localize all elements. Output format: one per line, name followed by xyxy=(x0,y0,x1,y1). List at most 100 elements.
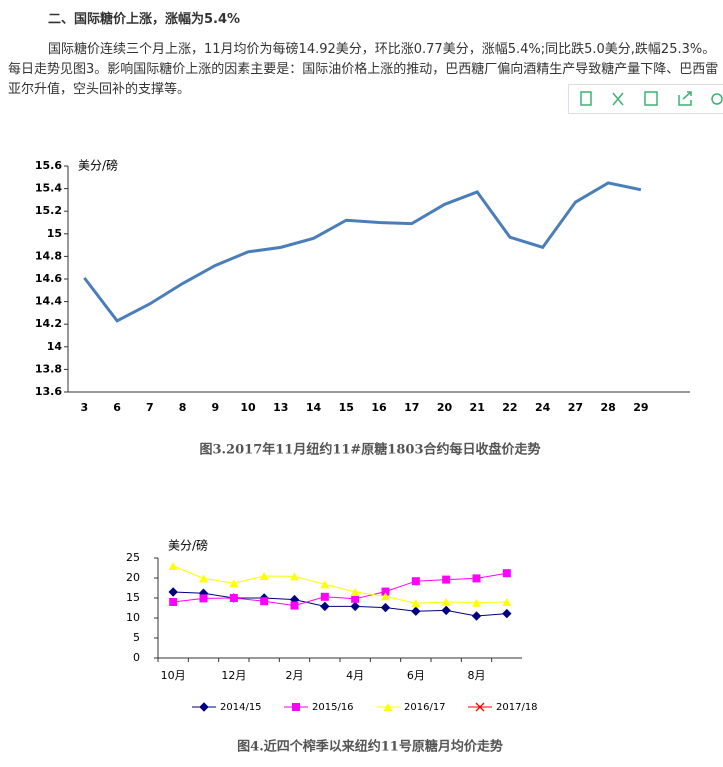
marker xyxy=(502,598,512,606)
chart-title: 图4.近四个榨季以来纽约11号原糖月均价走势 xyxy=(237,739,503,755)
marker xyxy=(199,574,208,583)
x-tick-label: 3 xyxy=(81,401,89,414)
x-tick-label: 4月 xyxy=(346,669,364,682)
marker xyxy=(350,588,360,596)
series-line xyxy=(173,591,507,617)
x-tick-label: 9 xyxy=(211,401,219,414)
marker xyxy=(320,601,330,612)
x-tick-label: 10 xyxy=(240,401,256,414)
x-tick-label: 8 xyxy=(179,401,187,414)
x-tick-label: 6月 xyxy=(407,669,425,682)
marker xyxy=(169,598,178,606)
marker xyxy=(351,594,360,603)
x-tick-label: 7 xyxy=(146,401,154,414)
fullscreen-icon[interactable] xyxy=(612,92,624,106)
y-tick-label: 5 xyxy=(133,631,140,644)
settings-icon[interactable] xyxy=(711,93,723,105)
marker xyxy=(411,606,421,616)
y-tick-label: 14.6 xyxy=(35,272,62,285)
marker xyxy=(259,572,269,580)
marker xyxy=(199,594,208,603)
marker xyxy=(383,703,393,711)
marker xyxy=(381,592,390,601)
x-tick-label: 6 xyxy=(113,401,121,414)
marker xyxy=(411,599,421,608)
copy-icon[interactable] xyxy=(580,91,592,106)
marker xyxy=(350,601,360,612)
series-line xyxy=(83,181,642,323)
y-axis-label: 美分/磅 xyxy=(78,158,118,173)
x-tick-label: 8月 xyxy=(468,669,486,682)
marker xyxy=(229,579,239,588)
y-tick-label: 14.4 xyxy=(35,295,62,308)
marker xyxy=(168,587,178,597)
x-tick-label: 15 xyxy=(339,401,354,414)
y-tick-label: 14.8 xyxy=(35,249,62,262)
y-tick-label: 14.2 xyxy=(35,317,62,330)
y-tick-label: 20 xyxy=(126,571,140,584)
series-line xyxy=(173,572,507,607)
x-tick-label: 2月 xyxy=(286,669,304,682)
heading: 二、国际糖价上涨，涨幅为5.4% xyxy=(48,12,241,27)
marker xyxy=(199,702,209,712)
marker xyxy=(168,562,178,570)
y-tick-label: 15 xyxy=(47,227,62,240)
marker xyxy=(502,608,512,619)
marker xyxy=(260,597,269,606)
marker xyxy=(290,572,299,581)
marker xyxy=(502,569,511,578)
y-tick-label: 15.4 xyxy=(35,182,62,195)
marker xyxy=(441,598,451,606)
x-tick-label: 20 xyxy=(437,401,453,414)
y-tick-label: 13.8 xyxy=(35,362,62,375)
y-tick-label: 15 xyxy=(126,591,140,604)
marker xyxy=(411,577,420,586)
x-tick-label: 12月 xyxy=(221,669,246,682)
marker xyxy=(320,592,329,601)
x-tick-label: 27 xyxy=(568,401,583,414)
x-tick-label: 28 xyxy=(601,401,616,414)
save-icon[interactable] xyxy=(644,91,658,106)
y-tick-label: 15.2 xyxy=(35,204,62,217)
x-tick-label: 21 xyxy=(470,401,485,414)
x-tick-label: 29 xyxy=(633,401,648,414)
marker xyxy=(381,587,390,596)
marker xyxy=(471,611,482,621)
marker xyxy=(442,575,451,584)
share-icon[interactable] xyxy=(678,91,692,106)
marker xyxy=(441,605,451,616)
paragraph: 国际糖价连续三个月上涨，11月均价为每磅14.92美分，环比涨0.77美分，涨幅… xyxy=(8,42,719,97)
x-tick-label: 22 xyxy=(502,401,517,414)
toolbar xyxy=(568,84,723,114)
legend-label: 2016/17 xyxy=(404,702,446,713)
x-tick-label: 24 xyxy=(535,401,551,414)
y-tick-label: 14 xyxy=(47,340,63,353)
marker xyxy=(380,602,391,613)
x-tick-label: 10月 xyxy=(161,669,186,682)
y-tick-label: 10 xyxy=(126,611,140,624)
toolbar-icons xyxy=(580,91,723,106)
marker xyxy=(320,580,330,589)
x-tick-label: 16 xyxy=(371,401,387,414)
y-tick-label: 0 xyxy=(133,651,140,664)
legend-label: 2015/16 xyxy=(312,702,354,713)
marker xyxy=(475,702,485,712)
legend-label: 2017/18 xyxy=(496,702,538,713)
series-line xyxy=(172,565,507,604)
y-tick-label: 13.6 xyxy=(35,385,62,398)
x-tick-label: 13 xyxy=(273,401,288,414)
chart-title: 图3.2017年11月纽约11#原糖1803合约每日收盘价走势 xyxy=(199,442,540,458)
marker xyxy=(290,601,299,610)
marker xyxy=(292,703,300,711)
x-tick-label: 14 xyxy=(306,401,322,414)
legend-label: 2014/15 xyxy=(220,702,262,713)
x-tick-label: 17 xyxy=(404,401,419,414)
marker xyxy=(472,574,481,583)
y-tick-label: 25 xyxy=(126,551,140,564)
marker xyxy=(472,598,481,607)
y-tick-label: 15.6 xyxy=(35,159,62,172)
y-axis-label: 美分/磅 xyxy=(168,538,208,553)
marker xyxy=(229,594,238,602)
